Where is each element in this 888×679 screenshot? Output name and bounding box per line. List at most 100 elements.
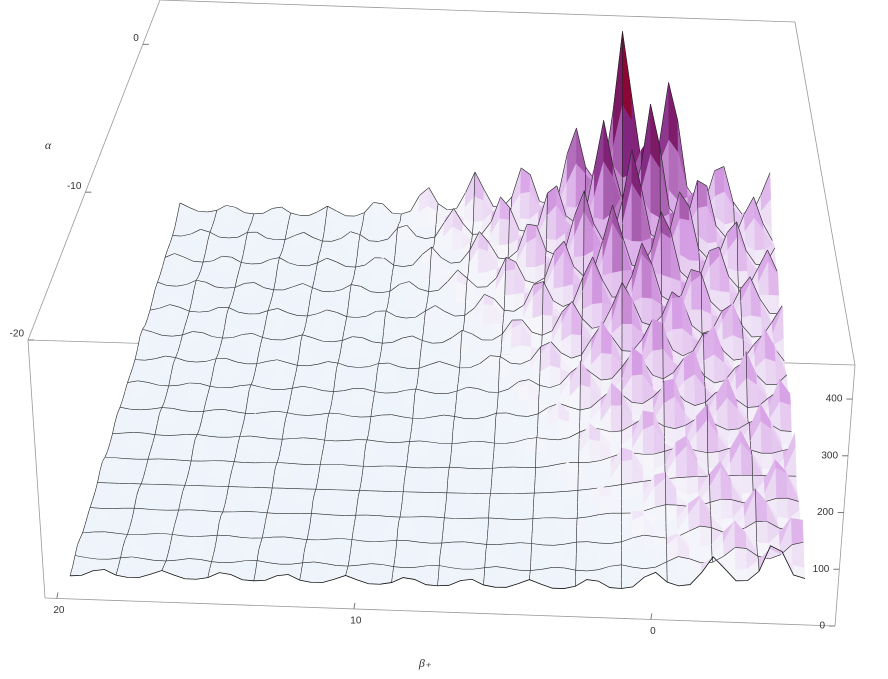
mesh-line: [243, 413, 246, 423]
surface-patch: [632, 374, 643, 404]
mesh-line: [678, 556, 690, 560]
surface-patch: [453, 315, 465, 325]
mesh-line: [317, 473, 320, 483]
mesh-line: [378, 238, 389, 242]
mesh-line: [464, 301, 466, 316]
surface-patch: [211, 504, 226, 513]
surface-patch: [714, 166, 725, 197]
surface-patch: [686, 476, 699, 496]
mesh-line: [456, 191, 467, 209]
mesh-line: [364, 443, 367, 454]
mesh-line: [599, 512, 611, 515]
surface-patch: [331, 390, 345, 401]
mesh-line: [195, 434, 198, 439]
mesh-line: [193, 261, 204, 263]
mesh-line: [383, 318, 386, 332]
surface-patch: [394, 550, 408, 561]
surface-patch: [214, 446, 228, 456]
mesh-line: [263, 521, 266, 531]
mesh-line: [496, 566, 508, 569]
surface-patch: [413, 485, 427, 493]
mesh-line: [262, 329, 265, 338]
mesh-line: [699, 250, 710, 277]
surface-patch: [460, 568, 474, 575]
surface-patch: [268, 347, 281, 356]
mesh-line: [226, 358, 237, 363]
surface-patch: [383, 392, 396, 403]
mesh-line: [337, 362, 349, 367]
mesh-line: [553, 300, 564, 307]
surface-patch: [370, 215, 382, 232]
mesh-line: [439, 565, 451, 568]
mesh-line: [352, 275, 355, 281]
mesh-line: [757, 556, 759, 561]
surface-patch: [557, 450, 569, 460]
mesh-line: [444, 517, 456, 519]
mesh-line: [690, 269, 701, 273]
mesh-line: [315, 482, 318, 490]
surface-patch: [356, 433, 369, 441]
mesh-line: [492, 452, 495, 460]
mesh-line: [527, 413, 539, 417]
mesh-line: [709, 246, 720, 251]
mesh-line: [279, 257, 290, 264]
mesh-line: [758, 560, 760, 572]
surface-patch: [734, 547, 748, 571]
mesh-line: [254, 282, 265, 288]
mesh-line: [405, 316, 416, 319]
mesh-line: [115, 567, 119, 576]
surface-patch: [654, 504, 667, 524]
mesh-line: [401, 491, 404, 502]
surface-patch: [358, 416, 372, 427]
mesh-line: [680, 269, 692, 296]
surface-patch: [183, 528, 198, 537]
mesh-line: [282, 337, 293, 341]
surface-patch: [566, 490, 579, 504]
surface-patch: [353, 383, 366, 389]
mesh-line: [331, 391, 334, 401]
surface-patch: [281, 547, 295, 557]
surface-patch: [459, 353, 471, 369]
mesh-line: [195, 275, 199, 281]
mesh-line: [215, 286, 226, 289]
mesh-line: [488, 517, 500, 519]
mesh-line: [434, 222, 445, 238]
mesh-line: [582, 256, 593, 278]
mesh-line: [744, 521, 757, 529]
mesh-line: [273, 280, 276, 290]
surface: [69, 31, 806, 589]
mesh-line: [669, 191, 680, 231]
mesh-line: [428, 290, 439, 292]
surface-patch: [323, 317, 336, 332]
surface-patch: [411, 418, 424, 428]
mesh-line: [352, 465, 364, 467]
mesh-line: [554, 240, 565, 252]
mesh-line: [237, 436, 241, 445]
mesh-line: [382, 564, 394, 567]
mesh-line: [507, 250, 518, 260]
mesh-line: [517, 224, 528, 251]
mesh-line: [431, 246, 442, 258]
mesh-line: [401, 210, 411, 215]
surface-patch: [296, 463, 310, 475]
mesh-line: [348, 366, 359, 368]
mesh-line: [454, 409, 456, 417]
mesh-line: [258, 344, 261, 354]
mesh-line: [148, 382, 159, 386]
surface-patch: [278, 563, 292, 570]
mesh-line: [677, 120, 688, 187]
mesh-line: [487, 528, 489, 538]
mesh-line: [99, 461, 103, 471]
mesh-line: [471, 234, 473, 242]
mesh-line: [518, 379, 530, 382]
surface-patch: [310, 573, 325, 583]
mesh-line: [632, 452, 644, 455]
mesh-line: [84, 515, 88, 526]
mesh-line: [312, 493, 315, 502]
surface-patch: [297, 305, 310, 317]
surface-patch: [300, 500, 314, 514]
surface-patch: [565, 511, 578, 519]
mesh-line: [317, 361, 328, 365]
mesh-line: [265, 512, 268, 522]
mesh-line: [202, 332, 213, 337]
